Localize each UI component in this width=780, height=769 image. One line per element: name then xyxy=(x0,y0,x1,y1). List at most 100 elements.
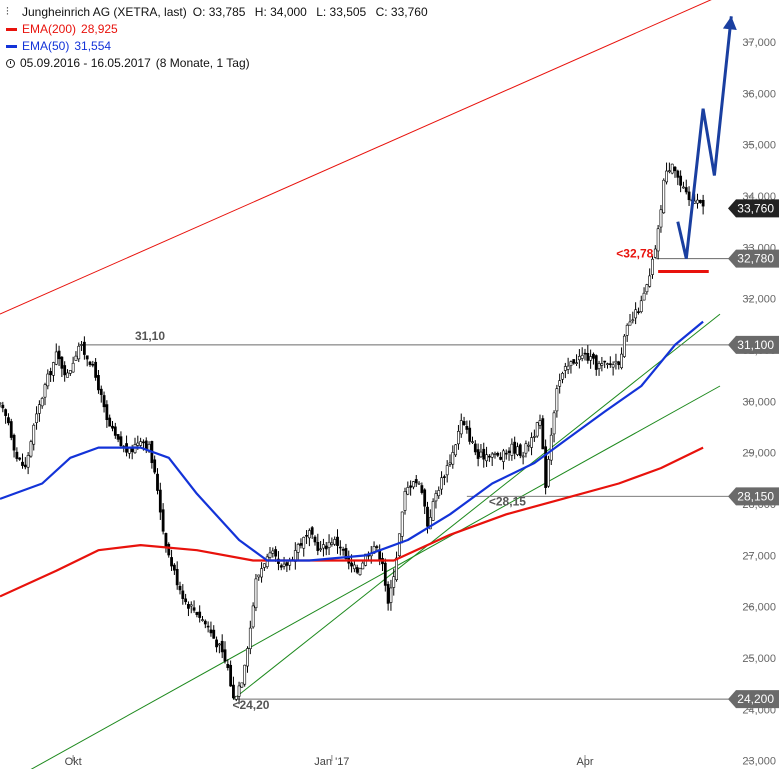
candle xyxy=(338,540,342,556)
candle-body xyxy=(622,335,626,357)
candle-body xyxy=(597,363,601,369)
candle xyxy=(111,420,114,432)
candle xyxy=(701,194,705,215)
candle-body xyxy=(428,517,432,530)
candle xyxy=(310,526,314,539)
candle-body xyxy=(153,459,157,473)
high-value: H: 34,000 xyxy=(254,5,307,19)
candle-body xyxy=(684,187,688,193)
candle-body xyxy=(412,481,415,488)
candle-body xyxy=(445,465,449,476)
candle-body xyxy=(170,557,173,567)
candle xyxy=(454,444,458,458)
candlesticks xyxy=(0,162,705,705)
candle-body xyxy=(164,533,168,548)
candle xyxy=(26,452,30,475)
candle xyxy=(383,558,387,592)
candle xyxy=(229,660,233,687)
candle-body xyxy=(547,459,550,487)
candle xyxy=(282,556,286,570)
level-2-tag-label: 24,200 xyxy=(737,692,774,706)
date-range: 05.09.2016 - 16.05.2017 xyxy=(20,56,151,70)
candle xyxy=(569,360,573,374)
candle xyxy=(184,593,188,605)
candle xyxy=(538,414,542,430)
candle xyxy=(68,370,72,377)
candle xyxy=(187,601,190,617)
candle xyxy=(181,584,185,605)
ema50-label: EMA(50) xyxy=(22,39,70,53)
candle xyxy=(175,561,179,590)
candle xyxy=(319,540,323,552)
candle-body xyxy=(580,355,584,359)
candle-body xyxy=(592,353,595,359)
candle-body xyxy=(21,461,24,466)
candle xyxy=(530,432,533,456)
candle-body xyxy=(577,356,581,361)
candle-body xyxy=(77,345,81,360)
candle xyxy=(662,178,666,214)
candle-body xyxy=(187,604,190,609)
y-tick-label: 25,000 xyxy=(742,653,776,665)
candle xyxy=(510,438,514,461)
projection-path xyxy=(676,16,733,259)
candle-body xyxy=(85,355,89,360)
candle xyxy=(74,351,78,361)
candle xyxy=(423,488,427,515)
candle xyxy=(7,413,10,426)
y-tick-label: 36,000 xyxy=(742,88,776,100)
candle-body xyxy=(499,456,503,460)
candle xyxy=(240,682,244,688)
candle-body xyxy=(15,451,19,459)
candle xyxy=(40,396,44,409)
candle-body xyxy=(254,578,258,609)
candle xyxy=(696,193,699,209)
candle xyxy=(192,600,196,613)
candle xyxy=(333,536,337,546)
candle xyxy=(563,362,567,379)
candle-body xyxy=(662,179,666,214)
candle xyxy=(465,420,469,434)
clock-icon xyxy=(6,59,15,68)
candle-body xyxy=(94,361,98,378)
candle-body xyxy=(389,587,393,603)
candle-body xyxy=(29,441,33,457)
candle-body xyxy=(431,501,435,521)
candle xyxy=(597,360,601,376)
candle xyxy=(322,538,325,557)
candle xyxy=(52,361,55,382)
candle-body xyxy=(485,454,488,462)
candle xyxy=(651,256,654,279)
candle xyxy=(381,552,384,571)
candle-body xyxy=(226,663,230,669)
level-2-tag xyxy=(728,690,779,709)
candle-body xyxy=(240,682,244,688)
candle-body xyxy=(375,546,379,548)
candle-body xyxy=(634,309,638,319)
candle xyxy=(279,563,283,571)
candle xyxy=(676,169,680,186)
candle-body xyxy=(167,543,171,556)
candle xyxy=(645,283,649,295)
candle xyxy=(251,602,255,629)
candle xyxy=(97,369,100,394)
candle-body xyxy=(459,420,463,435)
ema50-swatch xyxy=(6,45,17,48)
candle xyxy=(628,313,632,326)
candle-body xyxy=(232,684,235,699)
candle-body xyxy=(437,490,441,497)
candle xyxy=(544,439,548,495)
candle xyxy=(535,421,539,438)
y-tick-label: 29,000 xyxy=(742,448,776,460)
candle-body xyxy=(386,584,390,604)
candle xyxy=(63,361,67,382)
level-3-tag xyxy=(728,249,779,268)
candle xyxy=(9,418,13,441)
candle xyxy=(620,347,623,370)
candle-body xyxy=(639,300,643,312)
candle xyxy=(698,199,702,204)
candle xyxy=(451,445,455,469)
legend-range-row: 05.09.2016 - 16.05.2017 (8 Monate, 1 Tag… xyxy=(6,55,434,72)
candle xyxy=(15,447,19,462)
candle-body xyxy=(558,380,562,387)
